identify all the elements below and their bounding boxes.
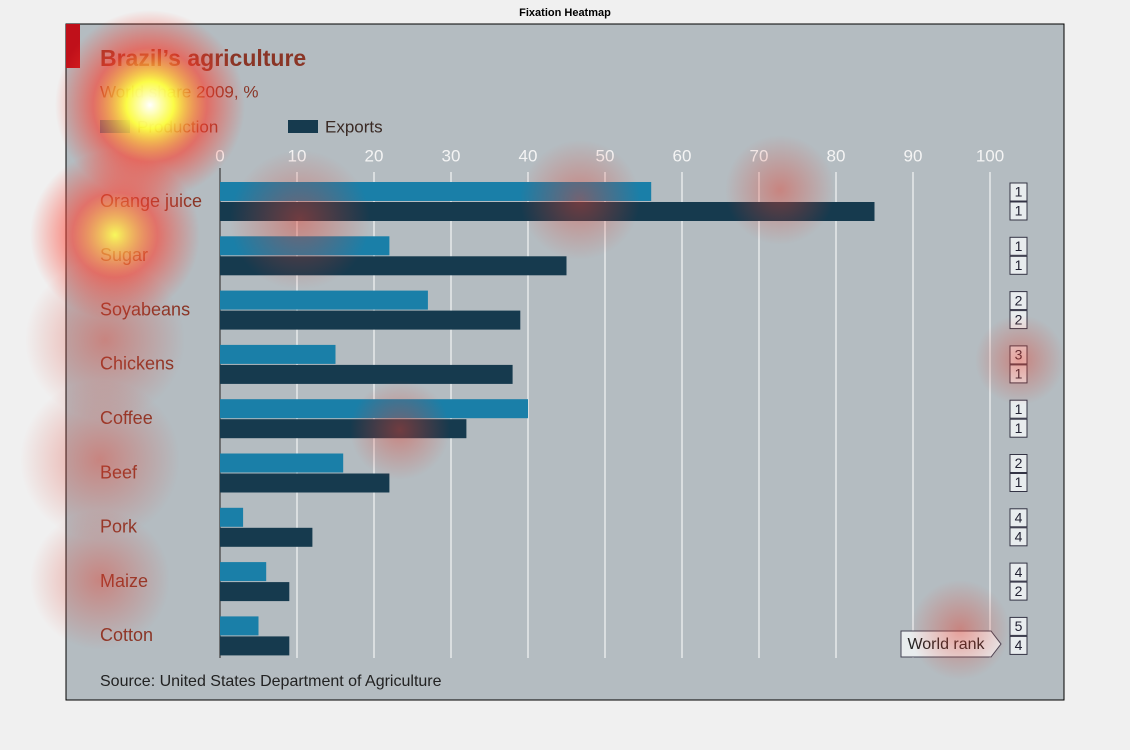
rank-box xyxy=(1009,473,1028,492)
bar xyxy=(220,527,313,547)
rank-label: 1 xyxy=(1015,401,1023,417)
bar xyxy=(220,202,875,221)
bar xyxy=(220,344,336,364)
bar xyxy=(220,507,244,527)
rank-box xyxy=(1009,201,1028,221)
chart-title: Brazil’s agriculture xyxy=(100,45,306,71)
rank-box xyxy=(1009,291,1028,311)
rank-label: 1 xyxy=(1015,420,1023,436)
bar xyxy=(220,582,290,602)
bar xyxy=(220,419,467,439)
rank-label: 2 xyxy=(1015,292,1023,308)
x-tick-label: 100 xyxy=(976,146,1004,165)
rank-label: 4 xyxy=(1015,637,1023,653)
x-tick-label: 50 xyxy=(596,146,615,165)
y-tick-label: Beef xyxy=(100,462,138,482)
bar xyxy=(220,310,521,330)
x-tick-label: 40 xyxy=(519,146,538,165)
rank-label: 5 xyxy=(1015,618,1023,634)
figure-title: Fixation Heatmap xyxy=(519,7,611,19)
legend-label: Production xyxy=(137,117,218,136)
bar xyxy=(220,562,267,582)
x-tick-label: 80 xyxy=(827,146,846,165)
rank-label: 4 xyxy=(1015,564,1023,580)
bar xyxy=(220,473,390,493)
bar xyxy=(220,636,290,656)
rank-box xyxy=(1009,454,1028,473)
rank-box xyxy=(1009,581,1028,601)
legend-swatch xyxy=(288,120,318,133)
rank-box xyxy=(1009,562,1028,582)
legend-label: Exports xyxy=(325,117,383,136)
rank-box xyxy=(1009,616,1028,636)
rank-box xyxy=(1009,418,1028,438)
bar xyxy=(220,182,652,201)
rank-label: 3 xyxy=(1015,347,1023,363)
x-tick-label: 90 xyxy=(904,146,923,165)
rank-label: 2 xyxy=(1015,455,1023,471)
y-tick-label: Orange juice xyxy=(100,191,202,211)
y-tick-label: Coffee xyxy=(100,408,153,428)
rank-label: 1 xyxy=(1015,203,1023,219)
rank-box xyxy=(1009,527,1028,547)
rank-label: 2 xyxy=(1015,583,1023,599)
y-tick-label: Pork xyxy=(100,517,138,537)
rank-label: 2 xyxy=(1015,311,1023,327)
rank-label: 1 xyxy=(1015,184,1023,200)
rank-box xyxy=(1009,635,1028,655)
rank-callout-label: World rank xyxy=(907,636,985,653)
legend-swatch xyxy=(100,120,130,133)
y-tick-label: Maize xyxy=(100,571,148,591)
y-tick-label: Sugar xyxy=(100,245,148,265)
x-tick-label: 10 xyxy=(288,146,307,165)
rank-label: 4 xyxy=(1015,510,1023,526)
rank-box xyxy=(1009,508,1028,528)
x-tick-label: 20 xyxy=(365,146,384,165)
bar xyxy=(220,399,528,419)
rank-box xyxy=(1009,255,1028,275)
x-tick-label: 30 xyxy=(442,146,461,165)
x-tick-label: 70 xyxy=(750,146,769,165)
x-tick-label: 60 xyxy=(673,146,692,165)
rank-label: 1 xyxy=(1015,238,1023,254)
rank-box xyxy=(1009,182,1028,202)
bar xyxy=(220,290,428,310)
bar xyxy=(220,256,567,276)
rank-label: 1 xyxy=(1015,366,1023,382)
rank-box xyxy=(1009,236,1028,256)
bar xyxy=(220,236,390,256)
brand-tab xyxy=(66,24,80,68)
bar xyxy=(220,616,259,636)
x-tick-label: 0 xyxy=(215,146,224,165)
source-note: Source: United States Department of Agri… xyxy=(100,673,442,690)
rank-label: 4 xyxy=(1015,529,1023,545)
y-tick-label: Soyabeans xyxy=(100,299,190,319)
y-tick-label: Cotton xyxy=(100,625,153,645)
rank-label: 1 xyxy=(1015,257,1023,273)
bar xyxy=(220,453,344,473)
bar xyxy=(220,364,513,384)
y-tick-label: Chickens xyxy=(100,354,174,374)
rank-label: 1 xyxy=(1015,474,1023,490)
chart-subtitle: World share 2009, % xyxy=(100,82,258,101)
